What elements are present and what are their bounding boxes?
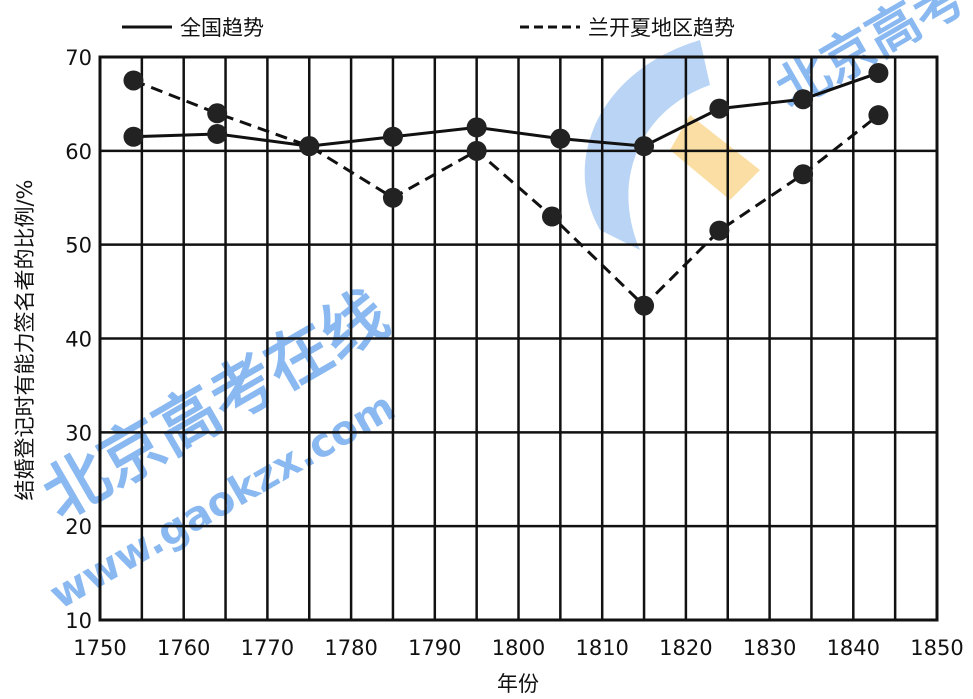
series-1-point xyxy=(541,206,562,227)
x-tick-label: 1810 xyxy=(575,636,628,660)
y-tick-label: 40 xyxy=(65,328,92,352)
series-1-point xyxy=(207,103,228,124)
series-0-point xyxy=(634,136,655,157)
series-0-point xyxy=(207,123,228,144)
x-tick-label: 1800 xyxy=(492,636,545,660)
series-0-point xyxy=(382,126,403,147)
series-1-point xyxy=(466,140,487,161)
y-tick-label: 10 xyxy=(65,609,92,633)
x-axis-ticks: 1750 1760 1770 1780 1790 1800 1810 1820 1830 1840… xyxy=(73,636,963,660)
x-tick-label: 1820 xyxy=(659,636,712,660)
y-tick-label: 50 xyxy=(65,234,92,258)
x-tick-label: 1830 xyxy=(743,636,796,660)
x-tick-label: 1790 xyxy=(408,636,461,660)
series-0-point xyxy=(709,98,730,119)
x-tick-label: 1840 xyxy=(827,636,880,660)
series-1-point xyxy=(382,187,403,208)
watermark-logo-blue xyxy=(584,40,710,250)
y-axis-ticks: 10 20 30 40 50 60 70 xyxy=(65,46,92,633)
legend-solid-label: 全国趋势 xyxy=(180,16,264,40)
series-0-point xyxy=(466,117,487,138)
y-tick-label: 30 xyxy=(65,421,92,445)
series-1-point xyxy=(123,70,144,91)
legend: 全国趋势 兰开夏地区趋势 xyxy=(122,16,735,40)
series-1-point xyxy=(709,220,730,241)
series-1-point xyxy=(793,164,814,185)
series-1-point xyxy=(868,105,889,126)
watermark-logo-orange xyxy=(670,115,760,200)
series-0-point xyxy=(868,62,889,83)
series-1-point xyxy=(634,295,655,316)
x-axis-title: 年份 xyxy=(497,672,539,696)
series-0-point xyxy=(123,126,144,147)
grid xyxy=(100,57,937,620)
legend-dashed-label: 兰开夏地区趋势 xyxy=(588,16,735,40)
plot-frame xyxy=(98,55,939,622)
series-layer xyxy=(123,62,889,316)
series-0-point xyxy=(793,89,814,110)
x-tick-label: 1850 xyxy=(910,636,963,660)
x-tick-label: 1750 xyxy=(73,636,126,660)
series-line-1 xyxy=(132,79,880,308)
y-tick-label: 20 xyxy=(65,515,92,539)
x-tick-label: 1770 xyxy=(241,636,294,660)
y-tick-label: 70 xyxy=(65,46,92,70)
x-tick-label: 1760 xyxy=(157,636,210,660)
y-axis-title: 结婚登记时有能力签名者的比例/% xyxy=(13,179,37,500)
series-line-0 xyxy=(133,71,879,148)
x-tick-label: 1780 xyxy=(324,636,377,660)
y-tick-label: 60 xyxy=(65,140,92,164)
series-0-point xyxy=(550,128,571,149)
series-1-point xyxy=(299,136,320,157)
